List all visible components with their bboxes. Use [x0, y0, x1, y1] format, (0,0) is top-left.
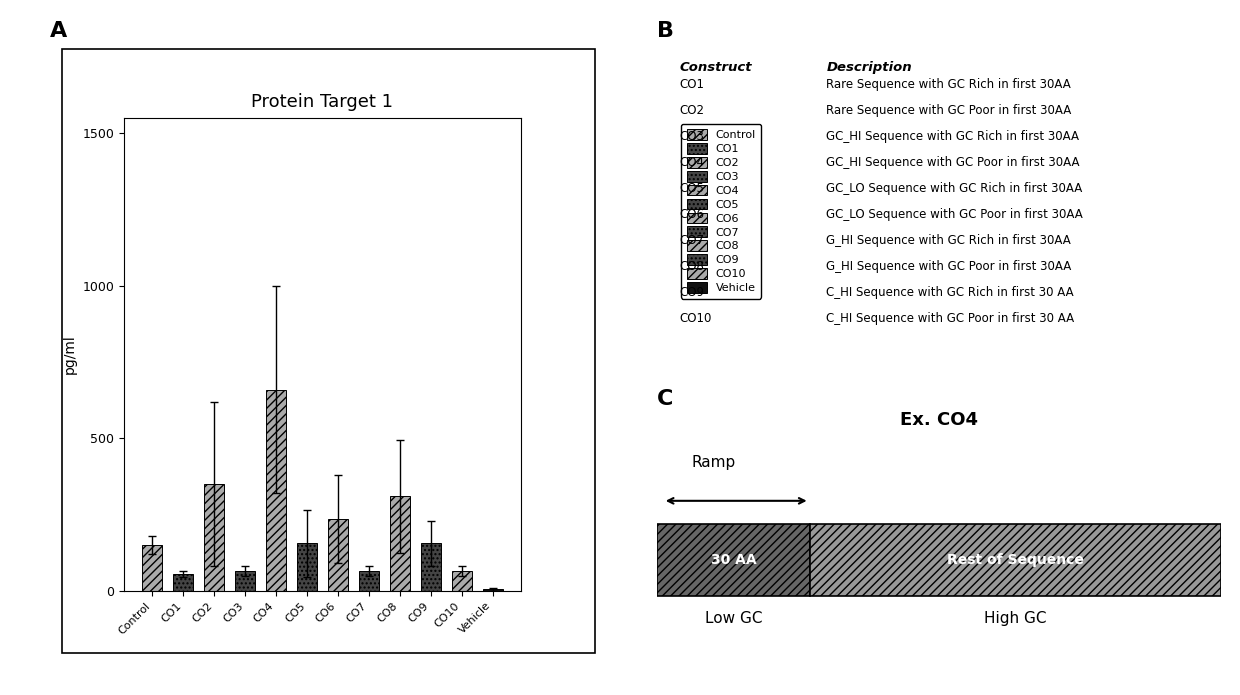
Text: CO9: CO9 — [680, 286, 704, 299]
Text: GC_HI Sequence with GC Rich in first 30AA: GC_HI Sequence with GC Rich in first 30A… — [826, 130, 1080, 143]
Bar — [451, 571, 471, 591]
Text: A: A — [50, 21, 67, 41]
Text: GC_HI Sequence with GC Poor in first 30AA: GC_HI Sequence with GC Poor in first 30A… — [826, 156, 1080, 169]
Bar — [296, 543, 317, 591]
Bar — [143, 545, 162, 591]
Text: Rare Sequence with GC Poor in first 30AA: Rare Sequence with GC Poor in first 30AA — [826, 104, 1071, 117]
Text: CO6: CO6 — [680, 208, 704, 221]
Text: G_HI Sequence with GC Rich in first 30AA: G_HI Sequence with GC Rich in first 30AA — [826, 234, 1071, 247]
Text: C_HI Sequence with GC Rich in first 30 AA: C_HI Sequence with GC Rich in first 30 A… — [826, 286, 1074, 299]
Text: Ex. CO4: Ex. CO4 — [900, 411, 978, 429]
Title: Protein Target 1: Protein Target 1 — [252, 93, 393, 111]
Bar — [234, 571, 255, 591]
Text: B: B — [657, 21, 675, 41]
Bar — [358, 571, 379, 591]
Text: G_HI Sequence with GC Poor in first 30AA: G_HI Sequence with GC Poor in first 30AA — [826, 260, 1071, 273]
Bar — [657, 524, 810, 596]
Text: CO1: CO1 — [680, 78, 704, 91]
Bar — [203, 484, 224, 591]
Text: C: C — [657, 389, 673, 409]
Text: Ramp: Ramp — [691, 455, 735, 470]
Text: Rest of Sequence: Rest of Sequence — [947, 553, 1084, 567]
Bar — [810, 524, 1221, 596]
Bar — [482, 589, 502, 591]
Text: CO3: CO3 — [680, 130, 704, 143]
Text: CO8: CO8 — [680, 260, 704, 273]
Text: C_HI Sequence with GC Poor in first 30 AA: C_HI Sequence with GC Poor in first 30 A… — [826, 312, 1075, 325]
Text: CO5: CO5 — [680, 182, 704, 195]
Y-axis label: pg/ml: pg/ml — [63, 334, 77, 375]
Text: GC_LO Sequence with GC Rich in first 30AA: GC_LO Sequence with GC Rich in first 30A… — [826, 182, 1083, 195]
Text: High GC: High GC — [985, 612, 1047, 626]
Text: Rare Sequence with GC Rich in first 30AA: Rare Sequence with GC Rich in first 30AA — [826, 78, 1071, 91]
Bar — [389, 496, 410, 591]
Text: CO4: CO4 — [680, 156, 704, 169]
Text: Low GC: Low GC — [704, 612, 763, 626]
Text: CO7: CO7 — [680, 234, 704, 247]
Text: CO2: CO2 — [680, 104, 704, 117]
Text: Description: Description — [826, 60, 913, 74]
Bar — [327, 519, 348, 591]
Bar — [420, 543, 441, 591]
Bar — [265, 389, 286, 591]
Legend: Control, CO1, CO2, CO3, CO4, CO5, CO6, CO7, CO8, CO9, CO10, Vehicle: Control, CO1, CO2, CO3, CO4, CO5, CO6, C… — [681, 124, 761, 299]
Bar — [174, 574, 193, 591]
Text: GC_LO Sequence with GC Poor in first 30AA: GC_LO Sequence with GC Poor in first 30A… — [826, 208, 1084, 221]
Text: Construct: Construct — [680, 60, 753, 74]
Text: CO10: CO10 — [680, 312, 712, 325]
Text: 30 AA: 30 AA — [711, 553, 756, 567]
